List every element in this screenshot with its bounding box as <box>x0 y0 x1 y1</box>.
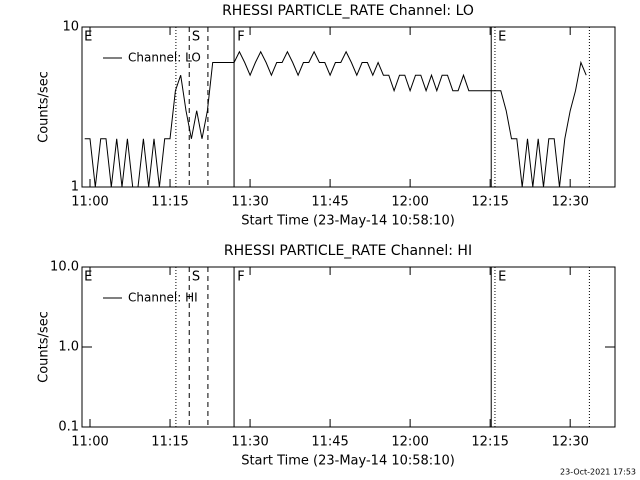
event-label: S <box>192 30 200 45</box>
x-tick-label: 11:15 <box>151 435 188 450</box>
y-axis-title: Counts/sec <box>37 311 52 383</box>
x-tick-label: 12:00 <box>391 435 428 450</box>
legend-label: Channel: HI <box>128 291 198 305</box>
legend-label: Channel: LO <box>128 51 201 65</box>
x-tick-label: 12:00 <box>391 195 428 210</box>
event-label: F <box>237 270 244 285</box>
timestamp: 23-Oct-2021 17:53 <box>560 468 636 477</box>
plot-frame <box>81 26 616 188</box>
data-line <box>84 50 587 188</box>
x-tick-label: 12:30 <box>551 195 588 210</box>
y-tick-label: 10.0 <box>50 260 79 275</box>
y-tick-label: 1.0 <box>58 340 79 355</box>
event-label: E <box>84 270 92 285</box>
chart-title: RHESSI PARTICLE_RATE Channel: HI <box>224 243 472 259</box>
chart-title: RHESSI PARTICLE_RATE Channel: LO <box>222 3 474 19</box>
y-axis-title: Counts/sec <box>37 71 52 143</box>
event-label: S <box>192 270 200 285</box>
x-axis-title: Start Time (23-May-14 10:58:10) <box>241 454 455 469</box>
x-tick-label: 12:15 <box>471 195 508 210</box>
x-tick-label: 11:30 <box>231 435 268 450</box>
x-tick-label: 11:00 <box>71 195 108 210</box>
event-label: E <box>498 270 506 285</box>
y-tick-label: 1 <box>71 180 79 195</box>
y-tick-label: 0.1 <box>58 420 79 435</box>
x-tick-label: 11:15 <box>151 195 188 210</box>
x-tick-label: 11:45 <box>311 195 348 210</box>
x-tick-label: 11:00 <box>71 435 108 450</box>
event-label: E <box>84 30 92 45</box>
y-tick-label: 10 <box>62 20 79 35</box>
x-tick-label: 12:30 <box>551 435 588 450</box>
x-axis-title: Start Time (23-May-14 10:58:10) <box>241 214 455 229</box>
x-tick-label: 11:30 <box>231 195 268 210</box>
event-label: E <box>498 30 506 45</box>
event-label: F <box>237 30 244 45</box>
x-tick-label: 12:15 <box>471 435 508 450</box>
x-tick-label: 11:45 <box>311 435 348 450</box>
